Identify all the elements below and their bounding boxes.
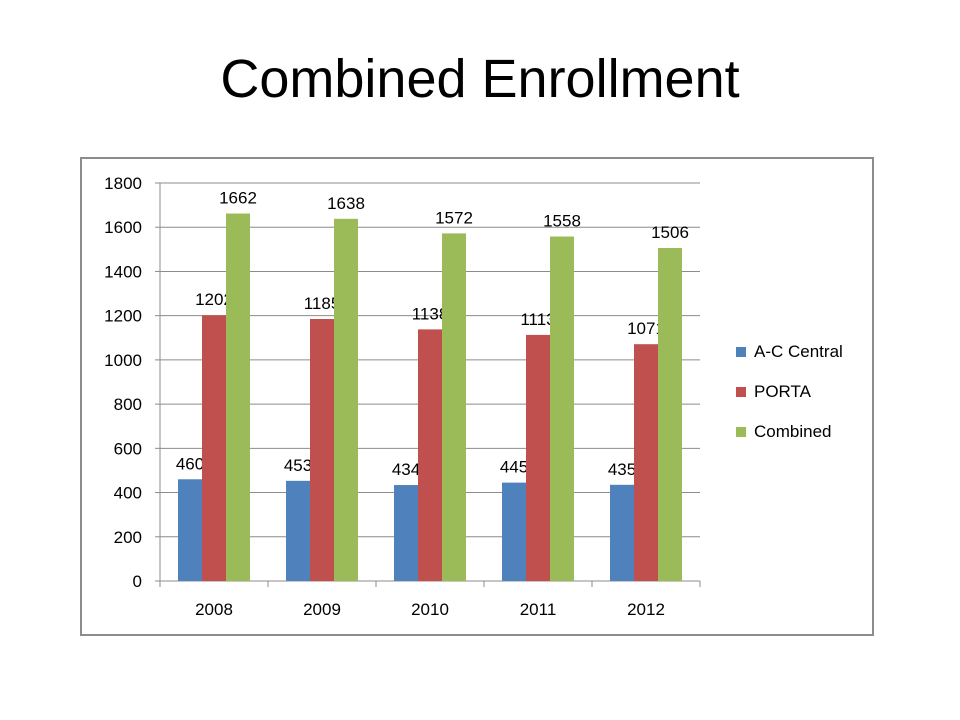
data-label: 1638 [327,194,365,213]
bar-combined [334,218,358,581]
data-label: 1113 [520,310,555,329]
legend-label: Combined [754,422,832,441]
y-tick-label: 400 [114,484,142,503]
y-tick-label: 1800 [104,174,142,193]
bar-a-c-central [394,485,418,581]
y-tick-label: 0 [133,572,142,591]
data-label: 453 [284,456,312,475]
legend-label: PORTA [754,382,811,401]
y-tick-label: 200 [114,528,142,547]
legend-item: A-C Central [736,342,843,362]
legend-item: Combined [736,422,843,442]
slide-title: Combined Enrollment [220,49,740,109]
data-label: 434 [392,460,420,479]
bar-porta [310,318,334,581]
data-label: 1138 [412,304,449,323]
legend-swatch [736,347,746,357]
y-tick-label: 1600 [104,218,142,237]
bar-a-c-central [286,480,310,581]
legend-item: PORTA [736,382,843,402]
bar-combined [658,248,682,582]
legend-swatch [736,427,746,437]
data-label: 1572 [435,208,473,227]
data-label: 1202 [195,290,233,309]
bar-combined [226,213,250,581]
bar-combined [442,233,466,581]
y-tick-label: 1200 [104,307,142,326]
data-label: 1185 [304,294,341,313]
bar-porta [418,329,442,581]
bar-porta [634,344,658,581]
data-label: 1071 [627,319,665,338]
y-tick-label: 1000 [104,351,142,370]
bar-a-c-central [502,482,526,581]
bar-a-c-central [610,484,634,581]
y-tick-label: 800 [114,395,142,414]
x-tick-label: 2009 [303,600,341,619]
data-label: 1506 [651,223,689,242]
data-label: 460 [176,454,204,473]
chart-legend: A-C Central PORTA Combined [736,342,843,462]
x-tick-label: 2012 [627,600,665,619]
data-label: 1662 [219,189,257,208]
data-label: 435 [608,460,636,479]
x-tick-label: 2008 [195,600,233,619]
x-tick-label: 2010 [411,600,449,619]
data-label: 1558 [543,212,581,231]
y-tick-label: 600 [114,439,142,458]
data-label: 445 [500,458,528,477]
legend-swatch [736,387,746,397]
bar-a-c-central [178,479,202,581]
bar-combined [550,236,574,581]
y-tick-label: 1400 [104,262,142,281]
bar-porta [202,315,226,581]
legend-label: A-C Central [754,342,843,361]
x-tick-label: 2011 [520,600,557,619]
bar-porta [526,334,550,581]
